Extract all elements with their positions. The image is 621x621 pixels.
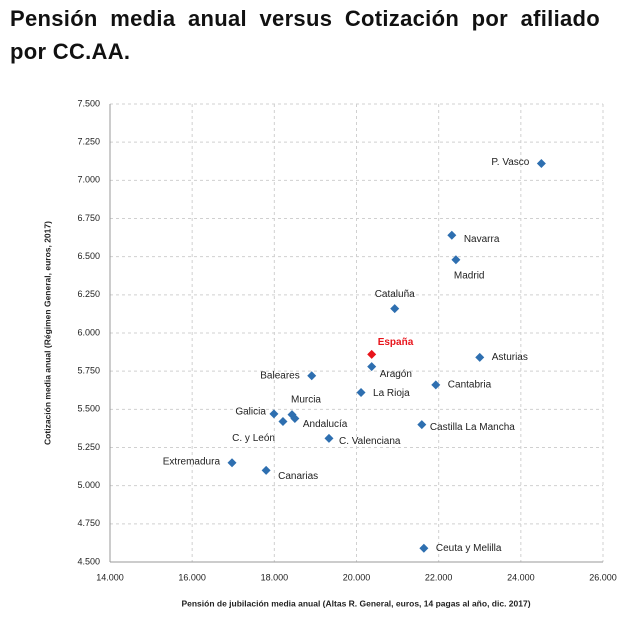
point xyxy=(227,458,237,468)
y-tick-label: 7.500 xyxy=(77,98,100,108)
point xyxy=(390,304,400,314)
point-label: C. y León xyxy=(232,433,275,444)
point xyxy=(417,420,427,430)
point xyxy=(269,409,279,419)
point-label: C. Valenciana xyxy=(339,436,401,447)
point-label: Aragón xyxy=(380,369,412,380)
y-tick-label: 5.000 xyxy=(77,480,100,490)
point xyxy=(419,543,429,553)
x-axis-title: Pensión de jubilación media anual (Altas… xyxy=(181,598,530,608)
y-tick-label: 6.500 xyxy=(77,251,100,261)
x-tick-label: 20.000 xyxy=(343,572,371,582)
point xyxy=(367,349,377,359)
point-label: P. Vasco xyxy=(491,157,529,168)
point xyxy=(475,352,485,362)
point-label: Baleares xyxy=(260,370,299,381)
point xyxy=(367,362,377,372)
y-tick-label: 5.750 xyxy=(77,366,100,376)
point-label: España xyxy=(378,337,414,348)
point-label: Navarra xyxy=(464,234,500,245)
point-label: Asturias xyxy=(492,352,528,363)
y-tick-label: 4.750 xyxy=(77,518,100,528)
point xyxy=(278,417,288,427)
y-tick-label: 5.250 xyxy=(77,442,100,452)
y-tick-label: 6.250 xyxy=(77,289,100,299)
y-axis-title: Cotización media anual (Régimen General,… xyxy=(42,221,52,445)
x-tick-label: 16.000 xyxy=(178,572,206,582)
point-label: Canarias xyxy=(278,471,318,482)
x-tick-label: 24.000 xyxy=(507,572,535,582)
point xyxy=(290,413,300,423)
point-label: Murcia xyxy=(291,394,321,405)
y-tick-label: 5.500 xyxy=(77,404,100,414)
chart-title: Pensión media anual versus Cotización po… xyxy=(10,6,600,64)
x-tick-label: 18.000 xyxy=(261,572,289,582)
x-tick-label: 26.000 xyxy=(589,572,617,582)
point-label: Galicia xyxy=(235,407,266,418)
point-label: Cantabria xyxy=(448,380,492,391)
point xyxy=(324,433,334,443)
point xyxy=(431,380,441,390)
point xyxy=(307,371,317,381)
point xyxy=(356,388,366,398)
point xyxy=(447,230,457,240)
y-tick-label: 7.000 xyxy=(77,175,100,185)
x-tick-label: 22.000 xyxy=(425,572,453,582)
y-tick-label: 6.750 xyxy=(77,213,100,223)
point-label: Cataluña xyxy=(375,289,415,300)
x-tick-label: 14.000 xyxy=(96,572,124,582)
y-tick-label: 7.250 xyxy=(77,137,100,147)
y-tick-label: 4.500 xyxy=(77,556,100,566)
point-label: Ceuta y Melilla xyxy=(436,543,502,554)
point xyxy=(451,255,461,265)
point-label: La Rioja xyxy=(373,388,410,399)
point xyxy=(261,465,271,475)
point xyxy=(536,159,546,169)
y-tick-label: 6.000 xyxy=(77,327,100,337)
point-label: Madrid xyxy=(454,270,485,281)
point-label: Castilla La Mancha xyxy=(430,422,515,433)
point-label: Andalucía xyxy=(303,419,348,430)
point-label: Extremadura xyxy=(163,456,221,467)
